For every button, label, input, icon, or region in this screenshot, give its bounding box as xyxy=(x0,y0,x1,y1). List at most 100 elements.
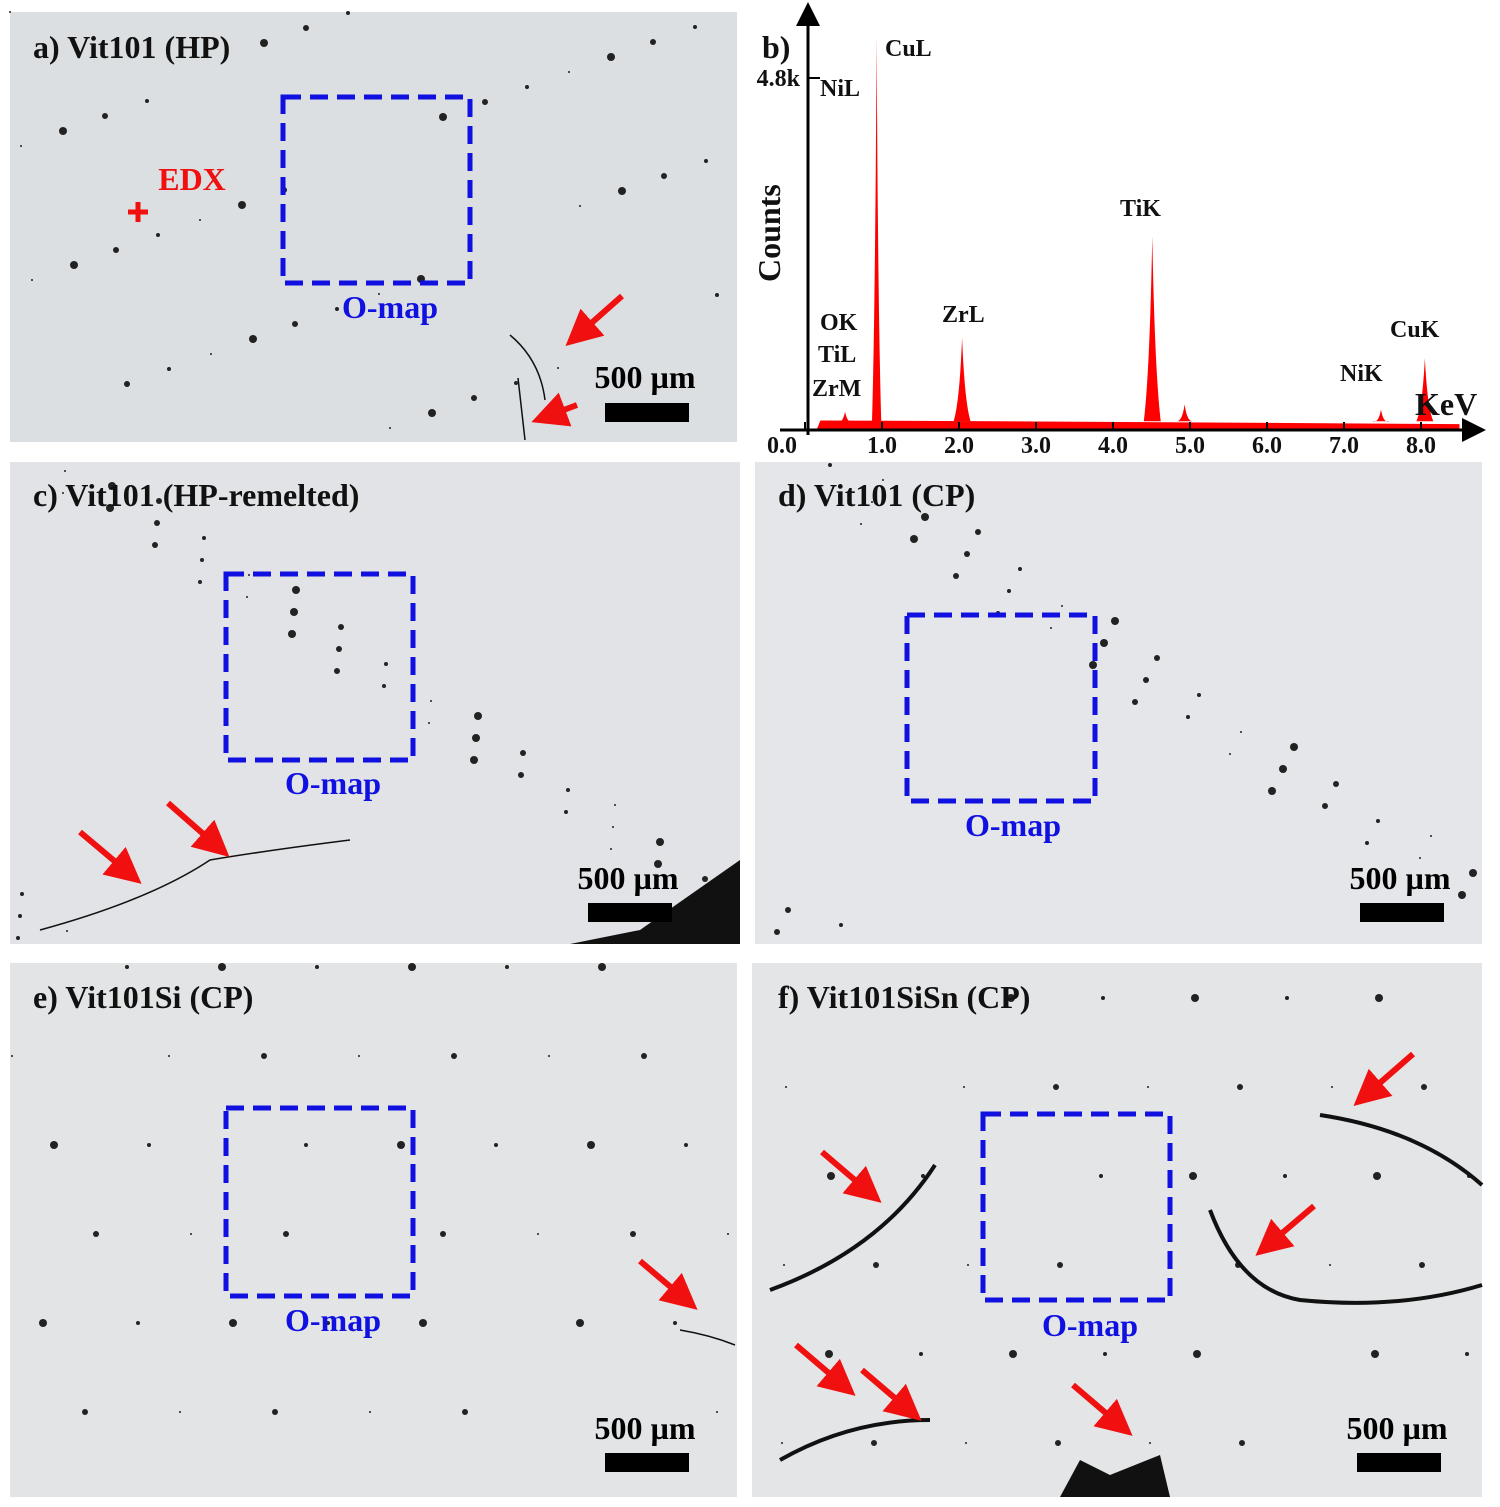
speck xyxy=(1186,715,1190,719)
speck xyxy=(716,1411,718,1413)
speck xyxy=(167,367,171,371)
speck xyxy=(156,233,160,237)
speck xyxy=(871,501,873,503)
y-axis-label: Counts xyxy=(751,184,787,282)
x-tick-label: 5.0 xyxy=(1175,433,1205,459)
panel-title: d) Vit101 (CP) xyxy=(778,477,975,513)
speck xyxy=(828,463,832,467)
speck xyxy=(684,1143,688,1147)
speck xyxy=(579,205,581,207)
speck xyxy=(338,624,344,630)
panel-title: f) Vit101SiSn (CP) xyxy=(778,979,1030,1015)
peak-label: CuL xyxy=(885,36,932,62)
speck xyxy=(210,353,212,355)
speck xyxy=(965,1442,967,1444)
speck xyxy=(1197,693,1201,697)
speck xyxy=(641,1053,647,1059)
speck xyxy=(152,542,158,548)
speck xyxy=(1279,765,1287,773)
peak-label: CuK xyxy=(1390,317,1440,343)
speck xyxy=(39,1319,47,1327)
speck xyxy=(1101,996,1105,1000)
speck xyxy=(1099,1174,1103,1178)
arrow xyxy=(531,392,579,427)
speck xyxy=(1375,994,1383,1002)
speck xyxy=(871,1440,877,1446)
speck xyxy=(382,684,386,688)
speck xyxy=(910,535,918,543)
speck xyxy=(1007,994,1015,1002)
speck xyxy=(1193,1350,1201,1358)
speck xyxy=(384,662,388,666)
speck xyxy=(336,646,342,652)
speck xyxy=(610,848,612,850)
crack xyxy=(679,1329,736,1346)
speck xyxy=(1333,781,1339,787)
speck xyxy=(315,965,319,969)
spectrum-bg xyxy=(740,0,1500,458)
speck xyxy=(70,261,78,269)
peak-label: OK xyxy=(820,310,858,336)
edx-label: EDX xyxy=(158,161,226,197)
micrograph xyxy=(755,462,1482,944)
speck xyxy=(1371,1350,1379,1358)
o-map-label: O-map xyxy=(342,289,438,325)
speck xyxy=(290,608,298,616)
speck xyxy=(428,722,430,724)
speck xyxy=(389,427,391,429)
panel-title: e) Vit101Si (CP) xyxy=(33,979,253,1015)
speck xyxy=(537,1233,539,1235)
edx-point xyxy=(128,202,148,222)
speck xyxy=(673,1321,677,1325)
x-tick-label: 0.0 xyxy=(767,433,797,459)
arrow xyxy=(1071,1382,1133,1436)
speck xyxy=(249,335,257,343)
speck xyxy=(113,247,119,253)
speck xyxy=(1376,819,1380,823)
speck xyxy=(919,1352,923,1356)
speck xyxy=(785,1086,787,1088)
speck xyxy=(147,1143,151,1147)
speck xyxy=(462,1409,468,1415)
speck xyxy=(525,85,529,89)
arrow xyxy=(794,1342,856,1396)
speck xyxy=(630,1231,636,1237)
scale-label: 500 µm xyxy=(1349,860,1450,896)
speck xyxy=(124,381,130,387)
speck xyxy=(9,11,11,13)
peak-label: TiK xyxy=(1120,196,1161,222)
speck xyxy=(304,1143,308,1147)
speck xyxy=(64,470,66,472)
speck xyxy=(1322,803,1328,809)
arrow xyxy=(166,800,230,857)
x-tick-label: 7.0 xyxy=(1329,433,1359,459)
speck xyxy=(102,113,108,119)
speck xyxy=(964,551,970,557)
crack xyxy=(517,377,526,441)
speck xyxy=(1149,1442,1151,1444)
speck xyxy=(246,596,248,598)
speck xyxy=(1007,589,1011,593)
speck xyxy=(66,930,68,932)
o-map-box xyxy=(980,1111,1173,1303)
scale-label: 500 µm xyxy=(1346,1410,1447,1446)
speck xyxy=(11,1055,13,1057)
speck xyxy=(358,1055,360,1057)
speck xyxy=(514,381,518,385)
o-map-label: O-map xyxy=(965,807,1061,843)
speck xyxy=(650,39,656,45)
speck xyxy=(326,1321,330,1325)
speck xyxy=(179,1411,181,1413)
x-tick-label: 4.0 xyxy=(1098,433,1128,459)
speck xyxy=(917,996,921,1000)
speck xyxy=(860,523,862,525)
speck xyxy=(715,293,719,297)
speck xyxy=(430,700,432,702)
speck xyxy=(693,25,697,29)
speck xyxy=(557,367,559,369)
speck xyxy=(1331,1086,1333,1088)
speck xyxy=(505,965,509,969)
speck xyxy=(106,504,114,512)
speck xyxy=(288,630,296,638)
speck xyxy=(472,734,480,742)
